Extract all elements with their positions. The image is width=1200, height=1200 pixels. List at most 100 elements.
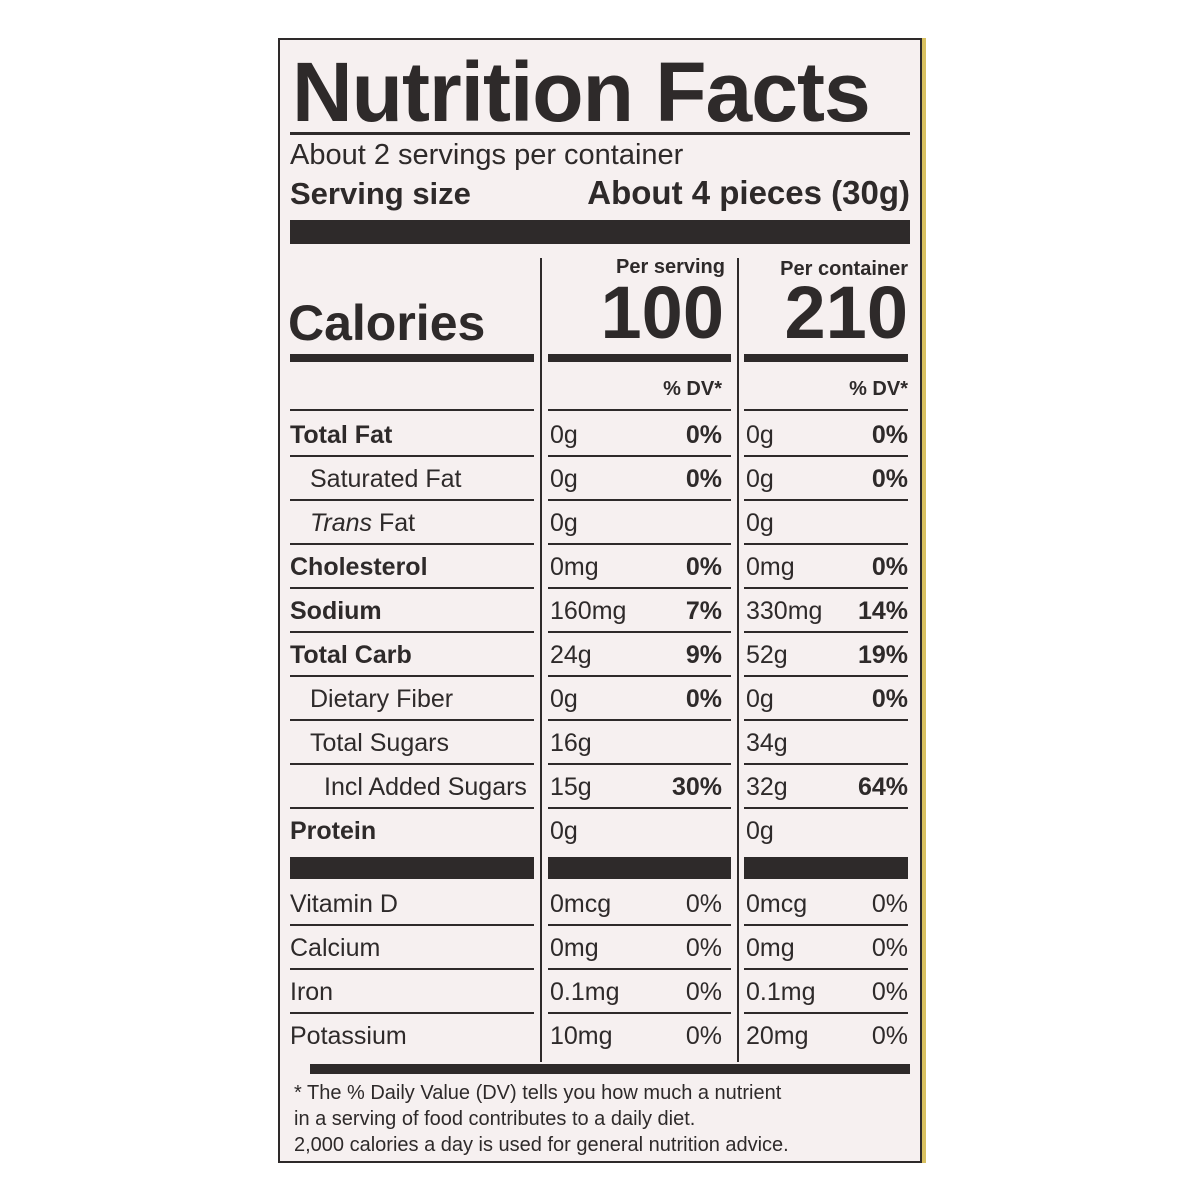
row-divider [548, 543, 731, 545]
row-divider [744, 543, 908, 545]
per-container-amount: 20mg [746, 1022, 809, 1050]
nutrient-name: Saturated Fat [310, 465, 462, 493]
row-divider [290, 968, 534, 970]
per-container-dv: 0% [871, 465, 908, 493]
per-container-dv: 14% [857, 597, 908, 625]
divider [290, 132, 910, 135]
per-serving-dv: 0% [685, 890, 722, 918]
nutrient-name: Total Fat [290, 421, 393, 449]
row-divider [744, 763, 908, 765]
serving-size-value: About 4 pieces (30g) [587, 174, 910, 211]
nutrient-row: Total Sugars 16g 34g [280, 721, 920, 765]
per-serving-amount: 0g [550, 509, 578, 537]
per-container-dv: 19% [857, 641, 908, 669]
row-divider [548, 807, 731, 809]
column-divider [737, 258, 739, 1062]
per-container-amount: 52g [746, 641, 788, 669]
row-divider [290, 1012, 534, 1014]
per-container-dv: 0% [871, 421, 908, 449]
footnote-line: in a serving of food contributes to a da… [294, 1108, 696, 1130]
nutrient-row: Trans Fat 0g 0g [280, 501, 920, 545]
per-serving-dv: 0% [685, 978, 722, 1006]
row-divider [290, 807, 534, 809]
thick-divider [290, 220, 910, 244]
per-serving-amount: 0mcg [550, 890, 612, 918]
row-divider [744, 675, 908, 677]
per-serving-amount: 0mg [550, 553, 599, 581]
nutrient-row: Iron 0.1mg 0% 0.1mg 0% [280, 970, 920, 1014]
thick-divider [290, 857, 534, 879]
dv-header-serving: % DV* [663, 378, 722, 400]
divider [744, 409, 908, 411]
nutrient-name: Dietary Fiber [310, 685, 454, 713]
row-divider [744, 499, 908, 501]
row-divider [744, 1012, 908, 1014]
nutrient-row: Incl Added Sugars 15g 30% 32g 64% [280, 765, 920, 809]
nutrient-row: Saturated Fat 0g 0% 0g 0% [280, 457, 920, 501]
nutrient-name: Protein [290, 817, 377, 845]
nutrition-facts-label: Nutrition Facts About 2 servings per con… [278, 38, 922, 1163]
per-container-amount: 34g [746, 729, 788, 757]
row-divider [290, 587, 534, 589]
nutrient-row: Vitamin D 0mcg 0% 0mcg 0% [280, 882, 920, 926]
row-divider [290, 499, 534, 501]
per-container-dv: 0% [871, 934, 908, 962]
divider [744, 354, 908, 362]
per-container-amount: 0.1mg [746, 978, 816, 1006]
per-container-amount: 32g [746, 773, 788, 801]
row-divider [290, 924, 534, 926]
per-serving-amount: 0g [550, 465, 578, 493]
row-divider [744, 807, 908, 809]
row-divider [290, 719, 534, 721]
row-divider [744, 968, 908, 970]
per-container-amount: 0g [746, 509, 774, 537]
row-divider [548, 675, 731, 677]
row-divider [744, 924, 908, 926]
footnote-line: 2,000 calories a day is used for general… [294, 1134, 789, 1156]
row-divider [290, 631, 534, 633]
nutrient-name: Sodium [290, 597, 382, 625]
row-divider [744, 719, 908, 721]
label-title: Nutrition Facts [292, 45, 871, 139]
per-container-amount: 0g [746, 465, 774, 493]
per-serving-amount: 0g [550, 817, 578, 845]
per-serving-dv: 0% [685, 1022, 722, 1050]
row-divider [744, 587, 908, 589]
row-divider [548, 499, 731, 501]
divider [290, 409, 534, 411]
per-serving-dv: 9% [685, 641, 722, 669]
per-container-dv: 0% [871, 890, 908, 918]
nutrient-name: Calcium [290, 934, 381, 962]
nutrient-name: Vitamin D [290, 890, 398, 918]
thick-divider [744, 857, 908, 879]
per-serving-dv: 0% [685, 421, 722, 449]
divider [290, 354, 534, 362]
per-container-amount: 0g [746, 817, 774, 845]
divider [548, 354, 731, 362]
divider [548, 409, 731, 411]
column-divider [540, 258, 542, 1062]
per-container-dv: 0% [871, 1022, 908, 1050]
per-serving-dv: 0% [685, 553, 722, 581]
per-container-amount: 0mcg [746, 890, 808, 918]
per-container-amount: 330mg [746, 597, 823, 625]
thick-divider [548, 857, 731, 879]
per-container-dv: 64% [857, 773, 908, 801]
per-serving-dv: 0% [685, 934, 722, 962]
row-divider [290, 675, 534, 677]
per-serving-amount: 0g [550, 421, 578, 449]
row-divider [548, 631, 731, 633]
per-serving-dv: 0% [685, 685, 722, 713]
per-serving-dv: 30% [671, 773, 722, 801]
row-divider [548, 968, 731, 970]
row-divider [290, 763, 534, 765]
per-container-header: Per container [780, 258, 908, 280]
package-edge [922, 38, 926, 1163]
nutrient-name: Iron [290, 978, 334, 1006]
per-container-dv: 0% [871, 553, 908, 581]
nutrient-name: Incl Added Sugars [324, 773, 527, 801]
per-serving-amount: 0.1mg [550, 978, 620, 1006]
per-serving-amount: 0g [550, 685, 578, 713]
row-divider [548, 1012, 731, 1014]
row-divider [548, 763, 731, 765]
